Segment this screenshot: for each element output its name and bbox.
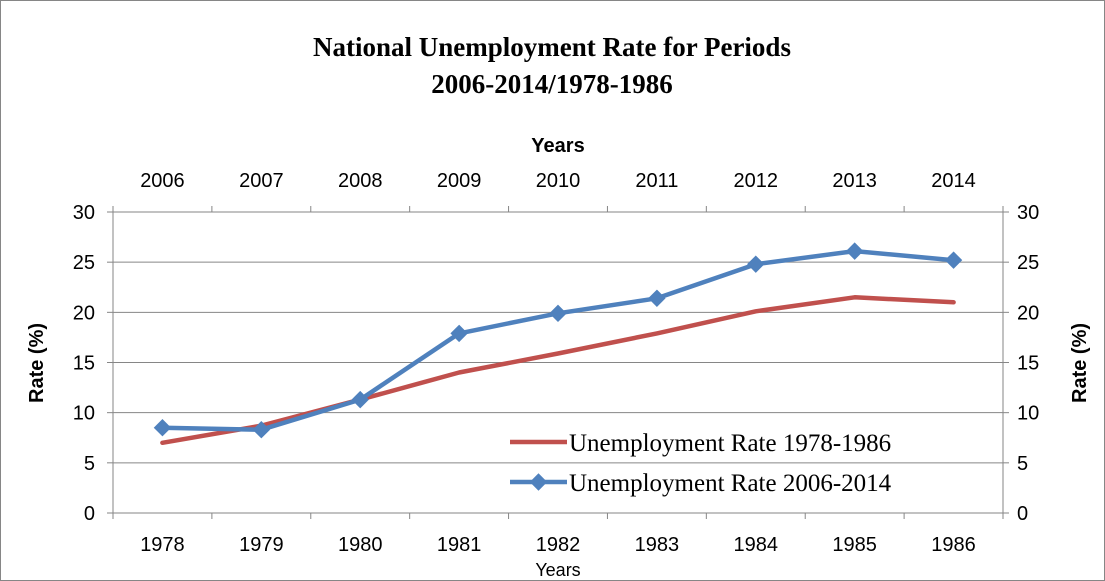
left-y-tick-label: 20 — [73, 302, 95, 324]
bottom-x-tick-label: 1983 — [635, 534, 680, 556]
top-x-tick-label: 2011 — [635, 170, 678, 192]
right-y-tick-label: 25 — [1017, 252, 1039, 274]
chart-title-line2: 2006-2014/1978-1986 — [431, 69, 672, 99]
top-axis-title: Years — [531, 135, 584, 157]
left-axis-title: Rate (%) — [26, 323, 48, 403]
series — [153, 242, 963, 446]
top-x-tick-label: 2014 — [931, 170, 976, 192]
top-x-tick-label: 2008 — [338, 170, 383, 192]
left-y-tick-label: 0 — [84, 503, 95, 525]
right-y-tick-label: 20 — [1017, 302, 1039, 324]
data-point-diamond — [549, 304, 567, 323]
data-point-diamond — [252, 421, 271, 439]
bottom-x-tick-label: 1981 — [437, 534, 482, 556]
bottom-x-tick-label: 1978 — [140, 534, 185, 556]
bottom-x-tick-label: 1982 — [536, 534, 581, 556]
data-point-diamond — [845, 242, 864, 260]
bottom-x-tick-label: 1979 — [239, 534, 284, 556]
chart-title-line1: National Unemployment Rate for Periods — [313, 32, 791, 62]
top-x-tick-label: 2012 — [734, 170, 779, 192]
right-y-tick-label: 10 — [1017, 403, 1039, 425]
left-y-tick-label: 10 — [73, 403, 95, 425]
legend-swatch-diamond — [529, 473, 548, 491]
right-y-tick-label: 5 — [1017, 453, 1028, 475]
left-y-tick-label: 15 — [73, 353, 95, 375]
axes — [107, 206, 1009, 519]
data-point-diamond — [450, 324, 468, 343]
bottom-x-tick-label: 1986 — [931, 534, 976, 556]
bottom-axis-title: Years — [535, 560, 580, 580]
top-x-tick-label: 2009 — [437, 170, 482, 192]
top-x-tick-label: 2006 — [140, 170, 185, 192]
right-y-tick-label: 15 — [1017, 353, 1039, 375]
bottom-x-tick-label: 1984 — [734, 534, 779, 556]
left-y-tick-label: 25 — [73, 252, 95, 274]
series-line-1 — [160, 295, 956, 446]
legend-label: Unemployment Rate 1978-1986 — [569, 430, 891, 457]
top-x-tick-label: 2010 — [536, 170, 581, 192]
right-y-tick-label: 30 — [1017, 202, 1039, 224]
left-y-tick-label: 30 — [73, 202, 95, 224]
right-axis-title: Rate (%) — [1069, 323, 1091, 403]
bottom-x-tick-label: 1980 — [338, 534, 383, 556]
legend-label: Unemployment Rate 2006-2014 — [569, 470, 892, 497]
data-point-diamond — [648, 289, 666, 307]
tick-labels: 0 5 10 15 20 25 30 0 5 10 15 20 25 30 1978 1979 1980 1981… — [73, 170, 1040, 556]
right-y-tick-label: 0 — [1017, 503, 1028, 525]
data-point-diamond — [747, 255, 765, 273]
left-y-tick-label: 5 — [84, 453, 95, 475]
bottom-x-tick-label: 1985 — [832, 534, 877, 556]
top-x-tick-label: 2013 — [832, 170, 877, 192]
top-x-tick-label: 2007 — [239, 170, 284, 192]
data-point-diamond — [351, 390, 369, 409]
data-point-diamond — [944, 251, 963, 269]
legend: Unemployment Rate 1978-1986 Unemployment … — [510, 430, 892, 497]
data-point-diamond — [153, 419, 172, 437]
